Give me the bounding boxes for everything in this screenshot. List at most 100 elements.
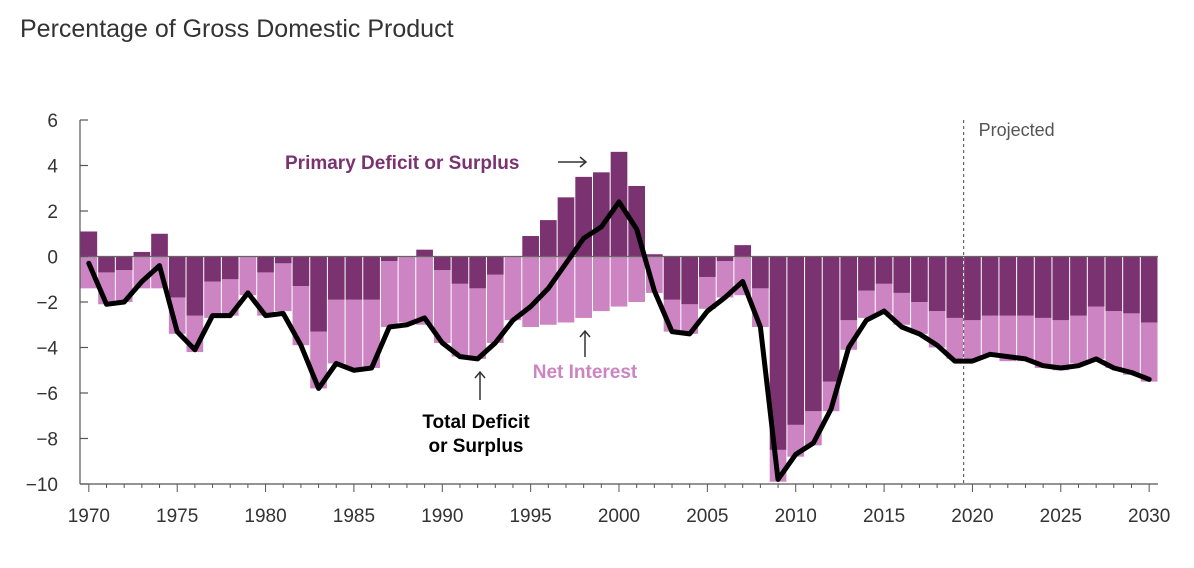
y-tick-label: 6 <box>47 111 58 132</box>
primary-deficit-bar <box>522 236 539 257</box>
primary-deficit-bar <box>115 256 133 271</box>
x-tick-label: 2030 <box>1128 506 1170 527</box>
x-tick-label: 1995 <box>509 506 551 527</box>
y-axis: 6 4 2 0 −2 −4 −6 −8 −10 <box>26 111 88 496</box>
primary-deficit-bar <box>805 256 822 412</box>
net-interest-bar <box>911 302 928 334</box>
net-interest-bar <box>1017 315 1034 362</box>
primary-deficit-bar <box>946 256 964 318</box>
primary-deficit-bar <box>345 256 363 300</box>
x-tick-label: 2000 <box>598 506 640 527</box>
primary-deficit-bar <box>221 256 239 280</box>
primary-deficit-bar <box>646 254 663 257</box>
y-tick-label: −4 <box>36 339 58 360</box>
primary-deficit-bar <box>451 256 469 284</box>
net-interest-bar <box>257 272 274 316</box>
net-interest-bar <box>716 261 734 298</box>
net-interest-bar <box>1034 317 1052 368</box>
net-interest-bar <box>981 315 999 355</box>
primary-deficit-bar <box>752 256 769 289</box>
x-tick-label: 1990 <box>421 506 463 527</box>
primary-deficit-bar <box>133 251 151 257</box>
primary-deficit-bar <box>363 256 380 300</box>
y-tick-label: 4 <box>47 157 58 178</box>
y-tick-label: −2 <box>36 293 58 314</box>
y-tick-label: 2 <box>47 202 58 223</box>
net-interest-bar <box>928 311 946 348</box>
total-deficit-line <box>86 199 1152 482</box>
primary-deficit-bar <box>681 256 699 305</box>
net-interest-bar <box>239 256 257 296</box>
primary-deficit-bar <box>911 256 928 302</box>
primary-deficit-bar <box>840 256 858 321</box>
net-interest-bar <box>274 263 292 312</box>
primary-deficit-bar <box>186 256 204 316</box>
x-tick-label: 2025 <box>1040 506 1082 527</box>
net-interest-bar <box>893 292 911 325</box>
net-interest-bar <box>80 256 98 289</box>
net-interest-bar <box>875 283 893 314</box>
x-tick-label: 1975 <box>156 506 198 527</box>
primary-deficit-bar <box>699 256 716 277</box>
primary-deficit-bar <box>663 256 681 300</box>
net-interest-bar <box>1052 320 1070 371</box>
primary-deficit-bar <box>1087 256 1105 307</box>
net-interest-bar <box>592 256 610 312</box>
net-interest-bar <box>522 256 539 328</box>
primary-deficit-bar <box>734 245 752 257</box>
net-interest-bar <box>699 276 716 309</box>
net-interest-bar <box>416 256 433 325</box>
primary-deficit-bar <box>981 256 999 316</box>
primary-deficit-bar <box>557 197 575 257</box>
primary-arrow-icon <box>558 156 588 168</box>
net-interest-bar <box>1087 306 1105 359</box>
annotations: Primary Deficit or Surplus Net Interest … <box>285 153 638 457</box>
net-interest-bar <box>610 256 628 307</box>
net-interest-bar <box>363 299 380 368</box>
net-interest-bar <box>469 288 486 359</box>
net-interest-bar <box>398 256 416 323</box>
net-interest-bar <box>1070 315 1087 364</box>
primary-deficit-bar <box>168 256 186 298</box>
net-interest-bar <box>504 256 522 321</box>
primary-deficit-bar <box>274 256 292 264</box>
primary-deficit-bar <box>787 256 805 425</box>
primary-deficit-bar <box>875 256 893 284</box>
primary-deficit-bar <box>592 172 610 257</box>
x-tick-label: 2015 <box>863 506 905 527</box>
primary-deficit-bar <box>416 249 433 257</box>
primary-deficit-bar <box>204 256 221 282</box>
total-arrow-icon <box>474 370 486 400</box>
primary-deficit-bar <box>151 233 168 257</box>
x-tick-label: 2005 <box>686 506 728 527</box>
net-interest-bar <box>486 274 504 343</box>
net-interest-bar <box>858 290 875 318</box>
net-interest-bar <box>946 317 964 359</box>
y-tick-label: −10 <box>26 475 58 496</box>
primary-deficit-bars <box>80 151 1158 450</box>
primary-deficit-bar <box>310 256 327 332</box>
primary-deficit-bar <box>928 256 946 312</box>
x-tick-label: 1985 <box>333 506 375 527</box>
net-interest-bar <box>380 261 398 328</box>
net-interest-bar <box>327 299 345 364</box>
y-tick-label: −6 <box>36 384 58 405</box>
primary-deficit-bar <box>1105 256 1123 312</box>
primary-deficit-bar <box>858 256 875 291</box>
primary-deficit-bar <box>1123 256 1140 314</box>
net-interest-bar <box>964 320 981 359</box>
primary-deficit-bar <box>380 256 398 262</box>
primary-deficit-bar <box>98 256 115 273</box>
primary-deficit-bar <box>1140 256 1158 323</box>
net-interest-arrow-icon <box>579 329 591 357</box>
primary-deficit-bar <box>964 256 981 321</box>
net-interest-bar <box>1123 313 1140 375</box>
primary-deficit-bar <box>769 256 787 450</box>
y-tick-label: −8 <box>36 430 58 451</box>
x-tick-label: 1970 <box>68 506 110 527</box>
primary-deficit-bar <box>433 256 451 271</box>
x-tick-label: 2010 <box>775 506 817 527</box>
net-interest-bar <box>999 315 1017 362</box>
primary-deficit-bar <box>257 256 274 273</box>
